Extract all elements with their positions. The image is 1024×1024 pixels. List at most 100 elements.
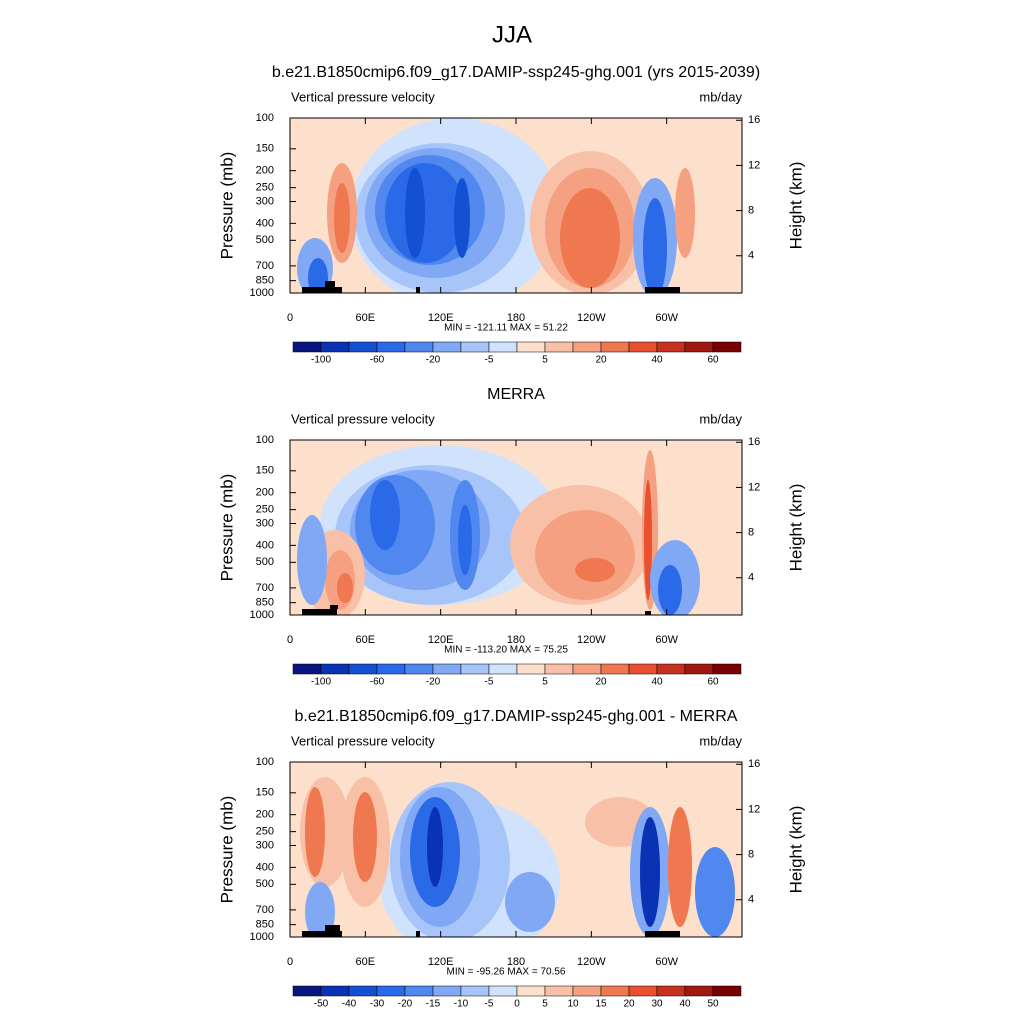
y2-tick-label: 4 bbox=[748, 250, 754, 262]
colorbar-box bbox=[292, 341, 322, 353]
x-tick-label: 60W bbox=[655, 956, 678, 968]
colorbar-box bbox=[432, 985, 462, 997]
right-title: mb/day bbox=[699, 89, 742, 104]
contour-field bbox=[290, 440, 742, 615]
colorbar-box bbox=[600, 341, 630, 353]
colorbar-box bbox=[656, 663, 686, 675]
colorbar-box bbox=[712, 341, 742, 353]
y-tick-label: 150 bbox=[256, 787, 274, 799]
colorbar-box bbox=[656, 985, 686, 997]
colorbar-label: 20 bbox=[595, 355, 607, 366]
colorbar-box bbox=[320, 985, 350, 997]
x-tick-label: 180 bbox=[507, 956, 525, 968]
left-title: Vertical pressure velocity bbox=[291, 411, 435, 426]
colorbar-box bbox=[292, 985, 322, 997]
y2-tick-label: 8 bbox=[748, 204, 754, 216]
colorbar-label: -40 bbox=[342, 999, 357, 1010]
colorbar-box bbox=[320, 663, 350, 675]
y-tick-label: 300 bbox=[256, 195, 274, 207]
contour-field bbox=[290, 118, 742, 293]
y2-axis-label: Height (km) bbox=[786, 806, 805, 894]
colorbar-box bbox=[712, 663, 742, 675]
colorbar-label: -100 bbox=[311, 677, 331, 688]
y-tick-label: 300 bbox=[256, 517, 274, 529]
colorbar-label: 40 bbox=[651, 677, 663, 688]
y-tick-label: 100 bbox=[256, 756, 274, 768]
colorbar-label: -20 bbox=[426, 355, 441, 366]
x-tick-label: 180 bbox=[507, 634, 525, 646]
y-tick-label: 100 bbox=[256, 434, 274, 446]
y-tick-label: 250 bbox=[256, 826, 274, 838]
colorbar-box bbox=[376, 663, 406, 675]
y-tick-label: 100 bbox=[256, 112, 274, 124]
x-tick-label: 120W bbox=[577, 956, 606, 968]
colorbar-label: 20 bbox=[623, 999, 635, 1010]
colorbar-box bbox=[628, 985, 658, 997]
stats: MIN = -95.26 MAX = 70.56 bbox=[447, 967, 566, 978]
colorbar-box bbox=[628, 663, 658, 675]
x-tick-label: 60W bbox=[655, 312, 678, 324]
colorbar-box bbox=[432, 663, 462, 675]
colorbar-box bbox=[516, 985, 546, 997]
colorbar-label: -10 bbox=[454, 999, 469, 1010]
colorbar-box bbox=[404, 663, 434, 675]
y2-tick-label: 16 bbox=[748, 114, 760, 126]
y2-axis-label: Height (km) bbox=[786, 484, 805, 572]
colorbar-box bbox=[348, 663, 378, 675]
colorbar-box bbox=[544, 341, 574, 353]
colorbar-label: -60 bbox=[370, 355, 385, 366]
x-tick-label: 0 bbox=[287, 956, 293, 968]
y-tick-label: 700 bbox=[256, 260, 274, 272]
y-tick-label: 850 bbox=[256, 275, 274, 287]
y-tick-label: 200 bbox=[256, 165, 274, 177]
colorbar-box bbox=[600, 663, 630, 675]
x-tick-label: 120E bbox=[428, 634, 454, 646]
colorbar-label: -15 bbox=[426, 999, 441, 1010]
x-tick-label: 60E bbox=[356, 956, 376, 968]
y2-tick-label: 4 bbox=[748, 572, 754, 584]
y-tick-label: 250 bbox=[256, 504, 274, 516]
colorbar-label: -60 bbox=[370, 677, 385, 688]
y2-tick-label: 16 bbox=[748, 436, 760, 448]
y-tick-label: 500 bbox=[256, 234, 274, 246]
colorbar-label: -5 bbox=[485, 999, 494, 1010]
contour-field bbox=[290, 762, 742, 937]
y2-tick-label: 16 bbox=[748, 758, 760, 770]
y-tick-label: 150 bbox=[256, 465, 274, 477]
colorbar-box bbox=[460, 663, 490, 675]
right-title: mb/day bbox=[699, 411, 742, 426]
colorbar-label: 60 bbox=[707, 677, 719, 688]
y-tick-label: 250 bbox=[256, 182, 274, 194]
y2-axis-label: Height (km) bbox=[786, 162, 805, 250]
panel-title: b.e21.B1850cmip6.f09_g17.DAMIP-ssp245-gh… bbox=[295, 708, 738, 725]
colorbar-box bbox=[488, 341, 518, 353]
stats: MIN = -121.11 MAX = 51.22 bbox=[444, 323, 568, 334]
colorbar-label: 5 bbox=[542, 999, 548, 1010]
colorbar-box bbox=[404, 985, 434, 997]
colorbar-label: -5 bbox=[485, 355, 494, 366]
x-tick-label: 60E bbox=[356, 312, 376, 324]
colorbar-box bbox=[516, 341, 546, 353]
stats: MIN = -113.20 MAX = 75.25 bbox=[444, 645, 568, 656]
colorbar-label: -100 bbox=[311, 355, 331, 366]
colorbar-box bbox=[516, 663, 546, 675]
x-tick-label: 0 bbox=[287, 312, 293, 324]
x-tick-label: 120W bbox=[577, 634, 606, 646]
x-tick-label: 60E bbox=[356, 634, 376, 646]
colorbar-box bbox=[460, 985, 490, 997]
colorbar-label: 0 bbox=[514, 999, 520, 1010]
x-tick-label: 120E bbox=[428, 312, 454, 324]
x-tick-label: 180 bbox=[507, 312, 525, 324]
y2-tick-label: 12 bbox=[748, 159, 760, 171]
y-axis-label: Pressure (mb) bbox=[217, 796, 236, 904]
x-tick-label: 0 bbox=[287, 634, 293, 646]
colorbar-label: 50 bbox=[707, 999, 719, 1010]
colorbar-label: 5 bbox=[542, 355, 548, 366]
y2-tick-label: 8 bbox=[748, 848, 754, 860]
x-tick-label: 120E bbox=[428, 956, 454, 968]
colorbar-box bbox=[572, 341, 602, 353]
y-tick-label: 150 bbox=[256, 143, 274, 155]
y2-tick-label: 12 bbox=[748, 481, 760, 493]
colorbar-label: 20 bbox=[595, 677, 607, 688]
